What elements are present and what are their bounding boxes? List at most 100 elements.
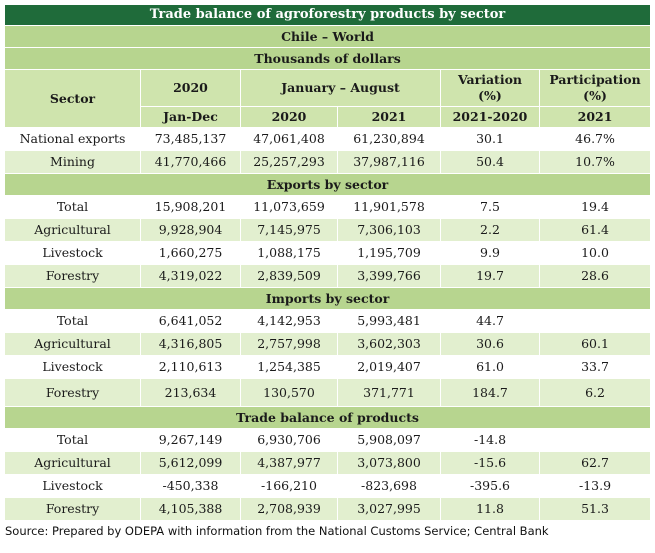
cell-ja2021: 37,987,116 [337,150,441,174]
cell-ja2021: 11,901,578 [337,195,441,219]
cell-participation: -13.9 [538,474,652,498]
table-row: Livestock 1,660,275 1,088,175 1,195,709 9.9 1… [4,241,652,265]
header-col-2021: 2021 [337,106,441,128]
cell-participation [538,309,652,333]
table-row: Mining 41,770,466 25,257,293 37,987,116 50.4… [4,150,652,174]
table-row: Forestry 4,105,388 2,708,939 3,027,995 11.8 5… [4,497,652,521]
cell-jan-dec: 4,105,388 [140,497,241,521]
cell-ja2020: 47,061,408 [240,127,338,151]
cell-jan-dec: 1,660,275 [140,241,241,265]
table-row: Forestry 213,634 130,570 371,771 184.7 6.2 [4,378,652,407]
cell-ja2021: 5,993,481 [337,309,441,333]
header-participation: Participation (%) [538,69,652,107]
cell-ja2020: 2,839,509 [240,264,338,288]
cell-jan-dec: 5,612,099 [140,451,241,475]
source-note: Source: Prepared by ODEPA with informati… [5,524,549,538]
header-row-2: Jan-Dec 2020 2021 2021-2020 2021 [5,106,652,128]
cell-ja2020: 1,254,385 [240,355,338,379]
cell-sector: Agricultural [4,332,141,356]
cell-participation: 60.1 [538,332,652,356]
cell-participation: 61.4 [538,218,652,242]
cell-sector: Total [4,195,141,219]
header-jan-dec: Jan-Dec [140,106,241,128]
section-header-row: Trade balance of products [3,406,652,429]
cell-jan-dec: 4,319,022 [140,264,241,288]
cell-ja2020: 2,708,939 [240,497,338,521]
cell-ja2021: 3,602,303 [337,332,441,356]
table-row: Total 9,267,149 6,930,706 5,908,097 -14.8 [4,428,652,452]
cell-jan-dec: 15,908,201 [140,195,241,219]
subtitle-row: Chile – World [3,25,652,48]
header-year-2020: 2020 [140,69,241,107]
trade-balance-table: Trade balance of agroforestry products b… [3,4,652,521]
cell-ja2021: 3,027,995 [337,497,441,521]
cell-sector: Total [4,309,141,333]
cell-sector: Livestock [4,474,141,498]
cell-ja2021: 1,195,709 [337,241,441,265]
cell-ja2020: 11,073,659 [240,195,338,219]
table-row: Agricultural 5,612,099 4,387,977 3,073,800-… [4,451,652,475]
cell-jan-dec: 73,485,137 [140,127,241,151]
cell-variation: 19.7 [440,264,540,288]
cell-ja2021: 371,771 [337,378,441,407]
header-col-2020: 2020 [240,106,338,128]
table-row: Total 15,908,201 11,073,659 11,901,578 7.5 19… [4,195,652,219]
cell-ja2020: 25,257,293 [240,150,338,174]
cell-jan-dec: 4,316,805 [140,332,241,356]
cell-sector: Mining [4,150,141,174]
cell-ja2020: 130,570 [240,378,338,407]
cell-variation: -14.8 [440,428,540,452]
cell-participation: 28.6 [538,264,652,288]
cell-variation: 184.7 [440,378,540,407]
section-header-row: Imports by sector [3,287,652,310]
cell-variation: 7.5 [440,195,540,219]
cell-participation: 10.0 [538,241,652,265]
cell-variation: 44.7 [440,309,540,333]
table-row: Agricultural 9,928,904 7,145,975 7,306,103 2… [4,218,652,242]
table-row: Agricultural 4,316,805 2,757,998 3,602,303 3… [4,332,652,356]
cell-ja2021: 2,019,407 [337,355,441,379]
cell-sector: Livestock [4,355,141,379]
cell-jan-dec: 9,267,149 [140,428,241,452]
section-title: Imports by sector [3,287,652,310]
cell-variation: 30.1 [440,127,540,151]
section-header-row: Exports by sector [3,173,652,196]
cell-ja2021: 5,908,097 [337,428,441,452]
cell-variation: 50.4 [440,150,540,174]
cell-ja2021: 7,306,103 [337,218,441,242]
cell-sector: Total [4,428,141,452]
cell-variation: -395.6 [440,474,540,498]
table-row: Livestock 2,110,613 1,254,385 2,019,407 61.0… [4,355,652,379]
cell-participation: 19.4 [538,195,652,219]
cell-sector: Agricultural [4,218,141,242]
cell-ja2020: 7,145,975 [240,218,338,242]
header-variation-text: Variation (%) [457,72,523,103]
cell-ja2020: 6,930,706 [240,428,338,452]
header-row-1: Sector 2020 January – August Variation (… [4,69,652,128]
section-title: Trade balance of products [3,406,652,429]
cell-ja2020: 4,142,953 [240,309,338,333]
cell-ja2021: -823,698 [337,474,441,498]
cell-jan-dec: 2,110,613 [140,355,241,379]
cell-participation: 10.7% [538,150,652,174]
table-row: National exports 73,485,137 47,061,408 61,2… [4,127,652,151]
table-units: Thousands of dollars [3,47,652,70]
cell-participation: 62.7 [538,451,652,475]
cell-jan-dec: 213,634 [140,378,241,407]
table-subtitle: Chile – World [3,25,652,48]
cell-ja2021: 61,230,894 [337,127,441,151]
cell-variation: 11.8 [440,497,540,521]
cell-ja2020: -166,210 [240,474,338,498]
trade-balance-document: Trade balance of agroforestry products b… [3,4,652,538]
header-sector: Sector [4,69,141,128]
cell-variation: 30.6 [440,332,540,356]
cell-ja2021: 3,073,800 [337,451,441,475]
table-row: Total 6,641,052 4,142,953 5,993,481 44.7 [4,309,652,333]
cell-ja2020: 1,088,175 [240,241,338,265]
table-row: Forestry 4,319,022 2,839,509 3,399,766 19.7 2… [4,264,652,288]
cell-ja2020: 4,387,977 [240,451,338,475]
header-var-period: 2021-2020 [440,106,540,128]
cell-variation: -15.6 [440,451,540,475]
cell-participation: 46.7% [538,127,652,151]
cell-participation: 51.3 [538,497,652,521]
